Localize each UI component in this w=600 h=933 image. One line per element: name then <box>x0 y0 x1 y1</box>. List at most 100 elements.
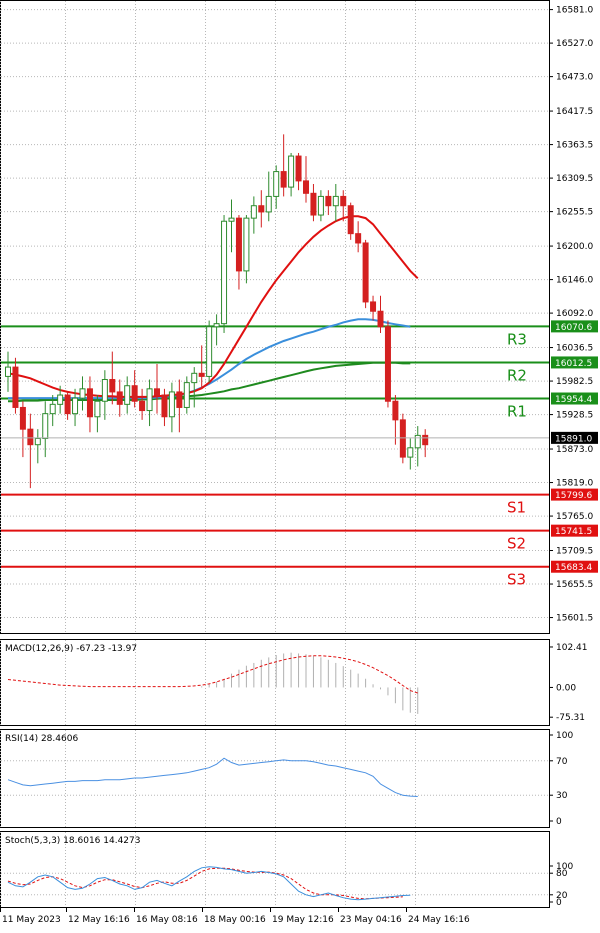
x-tick-label: 16 May 08:16 <box>136 915 198 925</box>
y-tick-label: 15655.5 <box>556 580 593 590</box>
candle-body <box>5 366 11 377</box>
candle-body <box>265 195 272 213</box>
candle-body <box>235 217 242 272</box>
level-price-label-s1: 15799.6 <box>555 491 592 501</box>
stoch-panel-frame <box>0 831 550 908</box>
stoch-d-line <box>7 867 403 900</box>
candle-body <box>355 233 362 244</box>
y-tick-label: 16200.0 <box>556 242 593 252</box>
candle-body <box>370 301 377 312</box>
y-tick-label: 15928.5 <box>556 411 593 421</box>
candle-body <box>414 434 421 449</box>
stoch-label: Stoch(5,3,3) 18.6016 14.4273 <box>5 836 140 846</box>
candle-body <box>124 385 131 405</box>
candle-body <box>399 419 406 458</box>
candle-body <box>228 217 235 222</box>
level-name-s2: S2 <box>507 535 526 553</box>
candle-body <box>377 310 384 328</box>
level-price-box-s2 <box>551 524 598 537</box>
main-layer: R3 R2 R1 S1 S2 S3 <box>1 134 549 589</box>
candle-body <box>295 155 302 182</box>
candle-body <box>310 192 317 216</box>
x-tick-label: 19 May 12:16 <box>272 915 334 925</box>
candle-body <box>86 388 93 418</box>
candle-body <box>273 171 280 197</box>
level-price-label-s3: 15683.4 <box>555 563 592 573</box>
candle-body <box>64 394 71 415</box>
candle-body <box>243 217 250 272</box>
candle-body <box>27 428 34 446</box>
candle-body <box>288 155 295 188</box>
y-tick-label: 15601.5 <box>556 614 593 624</box>
candle-body <box>384 326 391 402</box>
y-tick-label: 16146.0 <box>556 276 593 286</box>
level-name-s3: S3 <box>507 571 526 589</box>
current-price-box <box>551 431 598 444</box>
x-tick-label: 18 May 00:16 <box>204 915 266 925</box>
y-tick-label: 16473.0 <box>556 73 593 83</box>
level-price-label-r3: 16070.6 <box>555 323 592 333</box>
candle-body <box>221 220 228 325</box>
candle-body <box>49 403 56 415</box>
level-name-s1: S1 <box>507 499 526 517</box>
candle-body <box>198 372 205 377</box>
level-price-box-r2 <box>551 356 598 369</box>
candle-body <box>422 434 429 446</box>
candle-body <box>34 437 41 446</box>
candle-body <box>19 406 26 430</box>
x-tick-label: 12 May 16:16 <box>68 915 130 925</box>
stoch-tick-label: 80 <box>556 869 568 879</box>
candle-body <box>362 242 369 303</box>
candle-body <box>325 195 332 207</box>
candle-body <box>213 323 220 328</box>
rsi-label: RSI(14) 28.4606 <box>5 734 78 744</box>
candle-body <box>57 394 64 405</box>
candle-body <box>139 400 146 412</box>
candle-body <box>154 388 160 396</box>
level-price-label-r1: 15954.4 <box>555 395 592 405</box>
x-tick-label: 23 May 04:16 <box>340 915 402 925</box>
candle-body <box>176 391 183 408</box>
indicator-layer <box>7 652 419 901</box>
y-tick-label: 15819.0 <box>556 479 593 489</box>
level-price-box-r1 <box>551 392 598 405</box>
stoch-tick-label: 0 <box>556 898 562 908</box>
candle-body <box>407 447 414 458</box>
x-tick-label: 11 May 2023 <box>2 915 61 925</box>
y-tick-label: 16036.5 <box>556 344 593 354</box>
candle-body <box>183 382 190 408</box>
level-name-r1: R1 <box>507 403 527 421</box>
candle-body <box>340 195 347 207</box>
stoch-tick-label: 100 <box>556 862 573 872</box>
candle-body <box>94 400 101 418</box>
y-tick-label: 16309.5 <box>556 174 593 184</box>
candle-body <box>42 413 49 439</box>
macd-signal-line <box>7 655 418 694</box>
candle-body <box>303 180 309 194</box>
candle-body <box>347 205 354 235</box>
candle-body <box>317 195 324 216</box>
rsi-tick-label: 30 <box>556 791 568 801</box>
rsi-tick-label: 70 <box>556 757 568 767</box>
candle-body <box>191 372 198 384</box>
candle-body <box>101 379 108 402</box>
panel-frames <box>0 0 550 908</box>
candle-body <box>258 205 265 213</box>
candle-body <box>131 385 138 402</box>
level-name-r2: R2 <box>507 366 527 384</box>
level-price-box-r3 <box>551 320 598 333</box>
y-tick-label: 16527.0 <box>556 39 593 49</box>
macd-label: MACD(12,26,9) -67.23 -13.97 <box>5 644 137 654</box>
y-tick-label: 15982.5 <box>556 377 593 387</box>
y-tick-label: 15765.0 <box>556 512 593 522</box>
stoch-tick-label: 20 <box>556 891 568 901</box>
y-tick-label: 16581.0 <box>556 6 593 16</box>
level-price-label-r2: 16012.5 <box>555 359 592 369</box>
candle-body <box>12 366 19 408</box>
y-tick-label: 15873.0 <box>556 445 593 455</box>
candle-body <box>116 391 123 405</box>
candle-body <box>146 388 153 412</box>
rsi-tick-label: 100 <box>556 731 573 741</box>
